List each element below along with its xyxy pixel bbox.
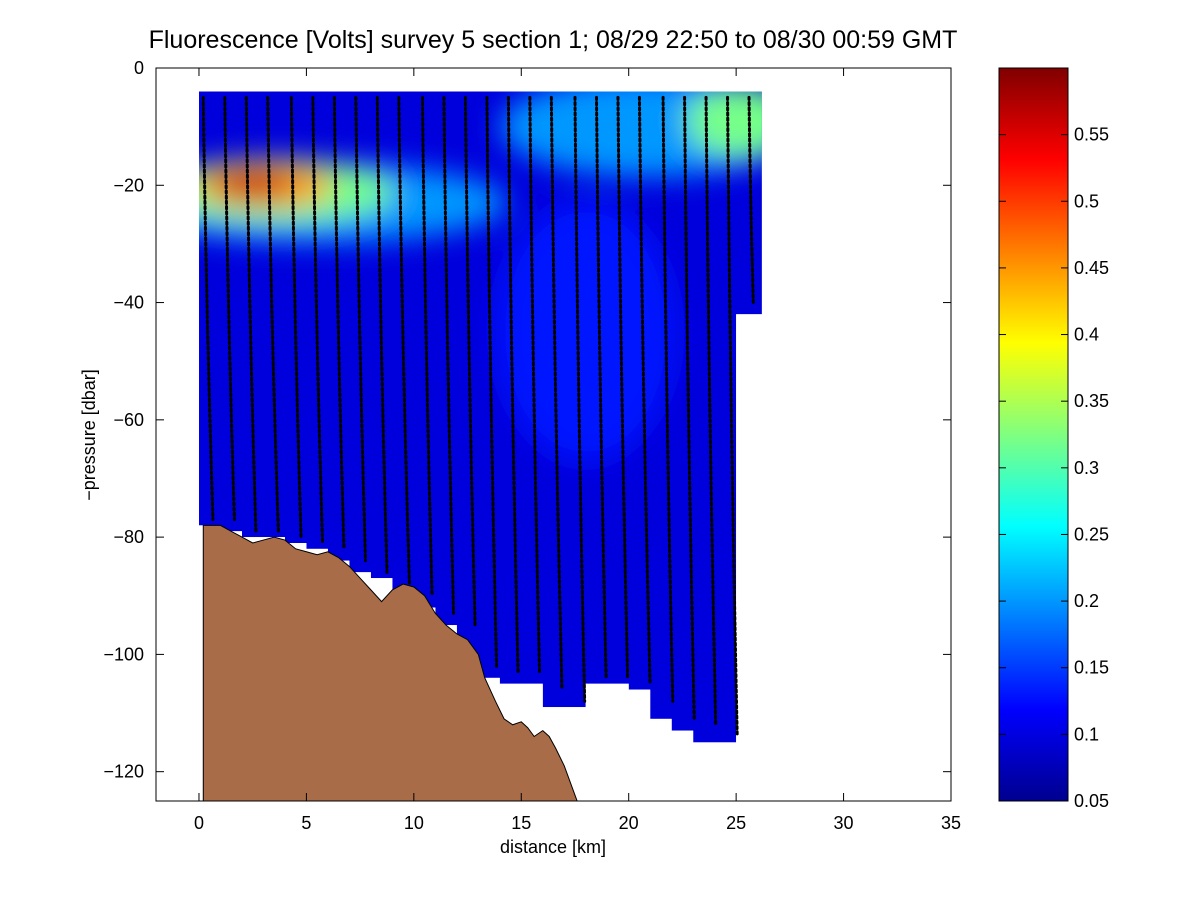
profile-casts bbox=[201, 95, 755, 738]
x-axis-label: distance [km] bbox=[500, 837, 606, 857]
profile-cast bbox=[528, 95, 542, 674]
profile-cast bbox=[201, 95, 215, 522]
colorbar-tick-label: 0.55 bbox=[1074, 125, 1109, 145]
plot-area: 0 5 10 15 20 25 30 35 0 −20 −40 −60 −80 −100 −120 bbox=[103, 58, 961, 833]
y-axis-label: −pressure [dbar] bbox=[79, 369, 99, 501]
profile-cast bbox=[463, 95, 477, 627]
seafloor bbox=[202, 524, 578, 801]
colorbar-tick-label: 0.3 bbox=[1074, 458, 1099, 478]
profile-cast bbox=[661, 95, 675, 703]
colorbar-tick-label: 0.25 bbox=[1074, 524, 1109, 544]
profile-cast bbox=[747, 95, 755, 305]
profile-cast bbox=[573, 95, 587, 703]
colorbar-ticks: 0.05 0.1 0.15 0.2 0.25 0.3 0.35 0.4 0.45 0.5 0.55 bbox=[999, 125, 1109, 811]
bathymetry bbox=[202, 524, 578, 801]
x-tick-label: 5 bbox=[301, 813, 311, 833]
colorbar-tick-label: 0.4 bbox=[1074, 325, 1099, 345]
profile-cast bbox=[637, 95, 652, 686]
colorbar: 0.05 0.1 0.15 0.2 0.25 0.3 0.35 0.4 0.45 0.5 0.55 bbox=[998, 67, 1109, 811]
x-tick-label: 10 bbox=[404, 813, 424, 833]
x-tick-label: 20 bbox=[619, 813, 639, 833]
colorbar-tick-label: 0.15 bbox=[1074, 658, 1109, 678]
profile-cast bbox=[289, 95, 303, 539]
y-tick-label: −60 bbox=[113, 410, 144, 430]
colorbar-tick-label: 0.2 bbox=[1074, 591, 1099, 611]
x-tick-label: 25 bbox=[726, 813, 746, 833]
profile-cast bbox=[244, 95, 258, 533]
y-tick-label: −40 bbox=[113, 293, 144, 313]
profile-cast bbox=[375, 95, 389, 574]
profile-cast bbox=[311, 95, 325, 545]
colorbar-gradient bbox=[999, 68, 1068, 801]
y-tick-label: −120 bbox=[103, 762, 144, 782]
profile-cast bbox=[266, 95, 280, 533]
profile-cast bbox=[506, 95, 520, 674]
plot-frame bbox=[155, 67, 952, 802]
x-tick-label: 35 bbox=[941, 813, 961, 833]
y-axis: 0 −20 −40 −60 −80 −100 −120 bbox=[103, 58, 951, 782]
profile-cast bbox=[549, 95, 564, 692]
x-tick-label: 15 bbox=[511, 813, 531, 833]
profile-cast bbox=[420, 95, 434, 598]
y-tick-label: −20 bbox=[113, 175, 144, 195]
colorbar-tick-label: 0.5 bbox=[1074, 191, 1099, 211]
x-tick-label: 30 bbox=[834, 813, 854, 833]
profile-cast bbox=[397, 95, 411, 586]
chart-title: Fluorescence [Volts] survey 5 section 1;… bbox=[149, 26, 958, 54]
x-axis: 0 5 10 15 20 25 30 35 bbox=[194, 68, 961, 833]
y-tick-label: 0 bbox=[134, 58, 144, 78]
field-max-core bbox=[212, 171, 293, 200]
profile-cast bbox=[704, 95, 718, 727]
profile-cast bbox=[616, 95, 630, 680]
colorbar-tick-label: 0.45 bbox=[1074, 258, 1109, 278]
field-mid-depth bbox=[495, 201, 676, 462]
surface-region-core bbox=[685, 91, 762, 157]
profile-cast bbox=[485, 95, 499, 668]
x-tick-label: 0 bbox=[194, 813, 204, 833]
profile-cast bbox=[594, 95, 608, 680]
profile-cast bbox=[442, 95, 456, 615]
y-tick-label: −100 bbox=[103, 644, 144, 664]
profile-cast bbox=[354, 95, 367, 563]
colorbar-tick-label: 0.05 bbox=[1074, 791, 1109, 811]
colorbar-frame bbox=[998, 67, 1069, 802]
profile-cast bbox=[223, 95, 236, 522]
colorbar-tick-label: 0.35 bbox=[1074, 391, 1109, 411]
y-tick-label: −80 bbox=[113, 527, 144, 547]
profile-cast bbox=[726, 95, 739, 738]
profile-cast bbox=[683, 95, 696, 721]
field-blobs bbox=[198, 91, 762, 462]
profile-cast bbox=[332, 95, 346, 551]
colorbar-tick-label: 0.1 bbox=[1074, 724, 1099, 744]
